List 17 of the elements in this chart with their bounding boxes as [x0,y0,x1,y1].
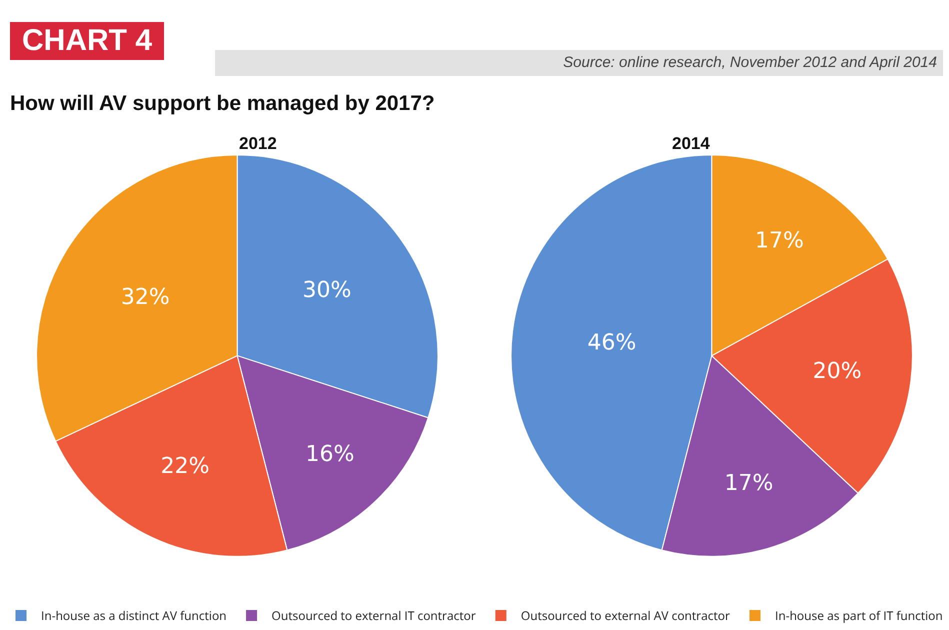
data-label: 17% [724,470,774,496]
source-note: Source: online research, November 2012 and April 2014 [215,50,943,76]
data-label: 16% [306,442,354,467]
legend-label: Outsourced to external IT contractor [272,607,476,624]
data-label: 30% [302,278,352,303]
data-label: 20% [812,359,862,384]
data-label: 46% [587,330,636,356]
legend-label: Outsourced to external AV contractor [520,607,730,624]
legend-label: In-house as part of IT function [774,607,943,624]
legend-label: In-house as a distinct AV function [41,607,227,624]
slice-label: 2012 [239,134,277,153]
data-label: 17% [755,228,804,254]
data-label: 22% [160,454,210,480]
chart-title: How will AV support be managed by 2017? [10,92,435,116]
slice-label: 2014 [672,134,710,153]
data-label: 32% [120,284,170,310]
caption: CHART 4 [10,22,164,60]
